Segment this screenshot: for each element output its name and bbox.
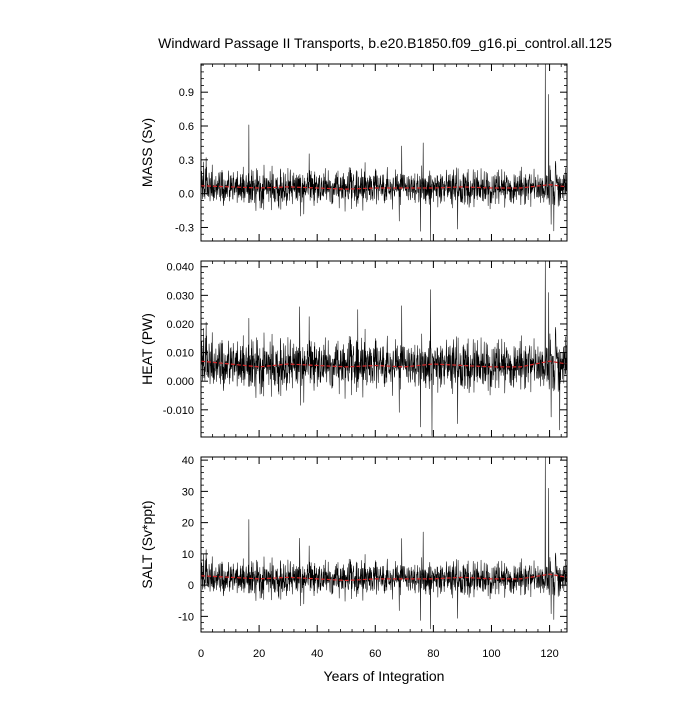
y-tick-label: 0	[188, 580, 194, 592]
y-tick-label: -0.010	[163, 405, 194, 417]
y-tick-label: 30	[182, 486, 194, 498]
x-tick-label: 20	[253, 648, 265, 660]
x-tick-label: 100	[482, 648, 500, 660]
y-axis-label: SALT (Sv*ppt)	[139, 500, 155, 588]
raw-series-line	[200, 260, 568, 436]
panel-3: -10 0 10 20 30 40 SALT (Sv*ppt)	[139, 455, 568, 633]
y-axis-label: MASS (Sv)	[139, 118, 155, 187]
y-tick-label: 0.6	[179, 121, 194, 133]
smoothed-series-line	[200, 360, 568, 368]
panels-group: -0.3 0.0 0.3 0.6 0.9 MASS (Sv) -0.010 0.000 0.01…	[139, 63, 568, 660]
y-tick-label: -0.3	[175, 222, 194, 234]
y-tick-label: 0.020	[166, 319, 194, 331]
y-axis-label: HEAT (PW)	[139, 313, 155, 385]
x-tick-label: 40	[311, 648, 323, 660]
smoothed-series-line	[200, 184, 568, 190]
y-tick-label: 0.030	[166, 290, 194, 302]
chart-title: Windward Passage II Transports, b.e20.B1…	[158, 35, 612, 51]
panel-frame	[200, 456, 568, 633]
y-tick-label: 0.9	[179, 87, 194, 99]
y-tick-label: 20	[182, 518, 194, 530]
x-tick-label: 80	[427, 648, 439, 660]
y-tick-label: 40	[182, 455, 194, 467]
y-tick-label: -10	[178, 611, 194, 623]
y-tick-label: 0.0	[179, 189, 194, 201]
y-tick-label: 0.3	[179, 155, 194, 167]
raw-series-line	[200, 456, 568, 630]
panel-frame	[200, 63, 568, 242]
y-tick-label: 0.010	[166, 348, 194, 360]
smoothed-series-line	[200, 573, 568, 582]
panel-frame	[200, 260, 568, 438]
panel-1: -0.3 0.0 0.3 0.6 0.9 MASS (Sv)	[139, 63, 568, 242]
y-tick-label: 0.000	[166, 376, 194, 388]
panel-2: -0.010 0.000 0.010 0.020 0.030 0.040 HEAT (PW)	[139, 260, 568, 438]
x-tick-label: 0	[198, 648, 204, 660]
y-tick-label: 10	[182, 549, 194, 561]
x-axis-label: Years of Integration	[324, 668, 445, 684]
y-tick-label: 0.040	[166, 262, 194, 274]
x-tick-label: 120	[540, 648, 558, 660]
x-tick-label: 60	[369, 648, 381, 660]
raw-series-line	[200, 63, 568, 242]
